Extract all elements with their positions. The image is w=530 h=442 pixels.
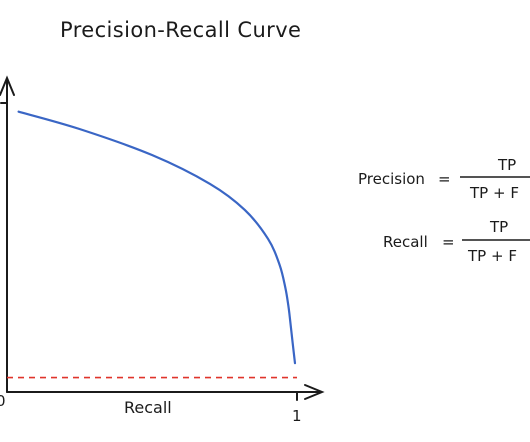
recall-numerator: TP: [489, 218, 508, 236]
recall-denominator: TP + F: [467, 247, 517, 265]
precision-numerator: TP: [497, 156, 516, 174]
recall-formula-equals: =: [442, 233, 455, 251]
precision-formula-lhs: Precision: [358, 170, 425, 188]
precision-formula: Precision = TP TP + F: [358, 156, 530, 202]
x-tick-label-1: 1: [292, 407, 302, 425]
recall-formula: Recall = TP TP + F: [383, 218, 530, 265]
precision-formula-equals: =: [438, 170, 451, 188]
pr-curve-line: [17, 110, 297, 365]
x-axis-arrowhead: [304, 384, 325, 400]
axes: [0, 75, 325, 401]
precision-denominator: TP + F: [469, 184, 519, 202]
y-axis-arrowhead: [0, 75, 15, 96]
recall-formula-lhs: Recall: [383, 233, 428, 251]
x-axis-label: Recall: [124, 398, 172, 417]
x-tick-label-0: 0: [0, 392, 6, 410]
chart-title: Precision-Recall Curve: [60, 18, 302, 42]
